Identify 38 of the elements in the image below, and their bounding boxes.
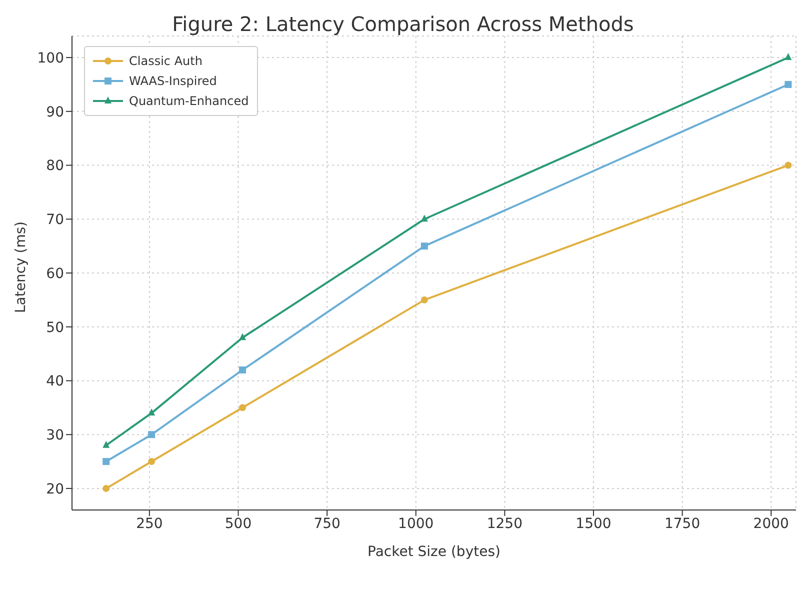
point <box>784 53 792 60</box>
point <box>148 408 156 416</box>
point <box>239 366 246 374</box>
point <box>420 242 428 250</box>
point <box>420 214 428 222</box>
y-tick-label: 40 <box>46 374 64 390</box>
x-tick-label: 1000 <box>398 516 434 532</box>
point <box>102 440 110 448</box>
x-tick-label: 1250 <box>486 516 523 532</box>
x-axis-title: Packet Size (bytes) <box>368 544 500 560</box>
x-tick-label: 1500 <box>576 516 612 532</box>
point <box>102 484 110 492</box>
point <box>784 162 792 169</box>
point <box>420 296 428 304</box>
y-tick-label: 80 <box>46 158 64 174</box>
x-tick-label: 1750 <box>664 516 700 532</box>
point <box>102 458 110 466</box>
y-tick-label: 50 <box>46 320 64 336</box>
chart-title: Figure 2: Latency Comparison Across Methods <box>171 12 635 36</box>
legend-label: WAAS-Inspired <box>129 74 217 88</box>
y-tick-label: 60 <box>46 266 64 282</box>
x-tick-label: 2000 <box>753 516 789 532</box>
point <box>148 431 156 438</box>
legend-label: Classic Auth <box>129 54 202 68</box>
point <box>784 80 792 88</box>
x-tick-label: 750 <box>314 516 340 532</box>
y-axis-title: Latency (ms) <box>12 221 29 313</box>
y-tick-label: 70 <box>46 212 64 228</box>
point <box>239 333 246 340</box>
y-tick-label: 30 <box>46 428 64 444</box>
legend-label: Quantum-Enhanced <box>129 94 249 108</box>
point <box>148 458 156 466</box>
y-tick-label: 100 <box>37 50 64 67</box>
x-tick-label: 500 <box>224 516 252 532</box>
point <box>239 404 246 412</box>
y-tick-label: 90 <box>46 104 64 120</box>
x-tick-label: 250 <box>136 516 163 532</box>
y-tick-label: 20 <box>46 481 64 498</box>
